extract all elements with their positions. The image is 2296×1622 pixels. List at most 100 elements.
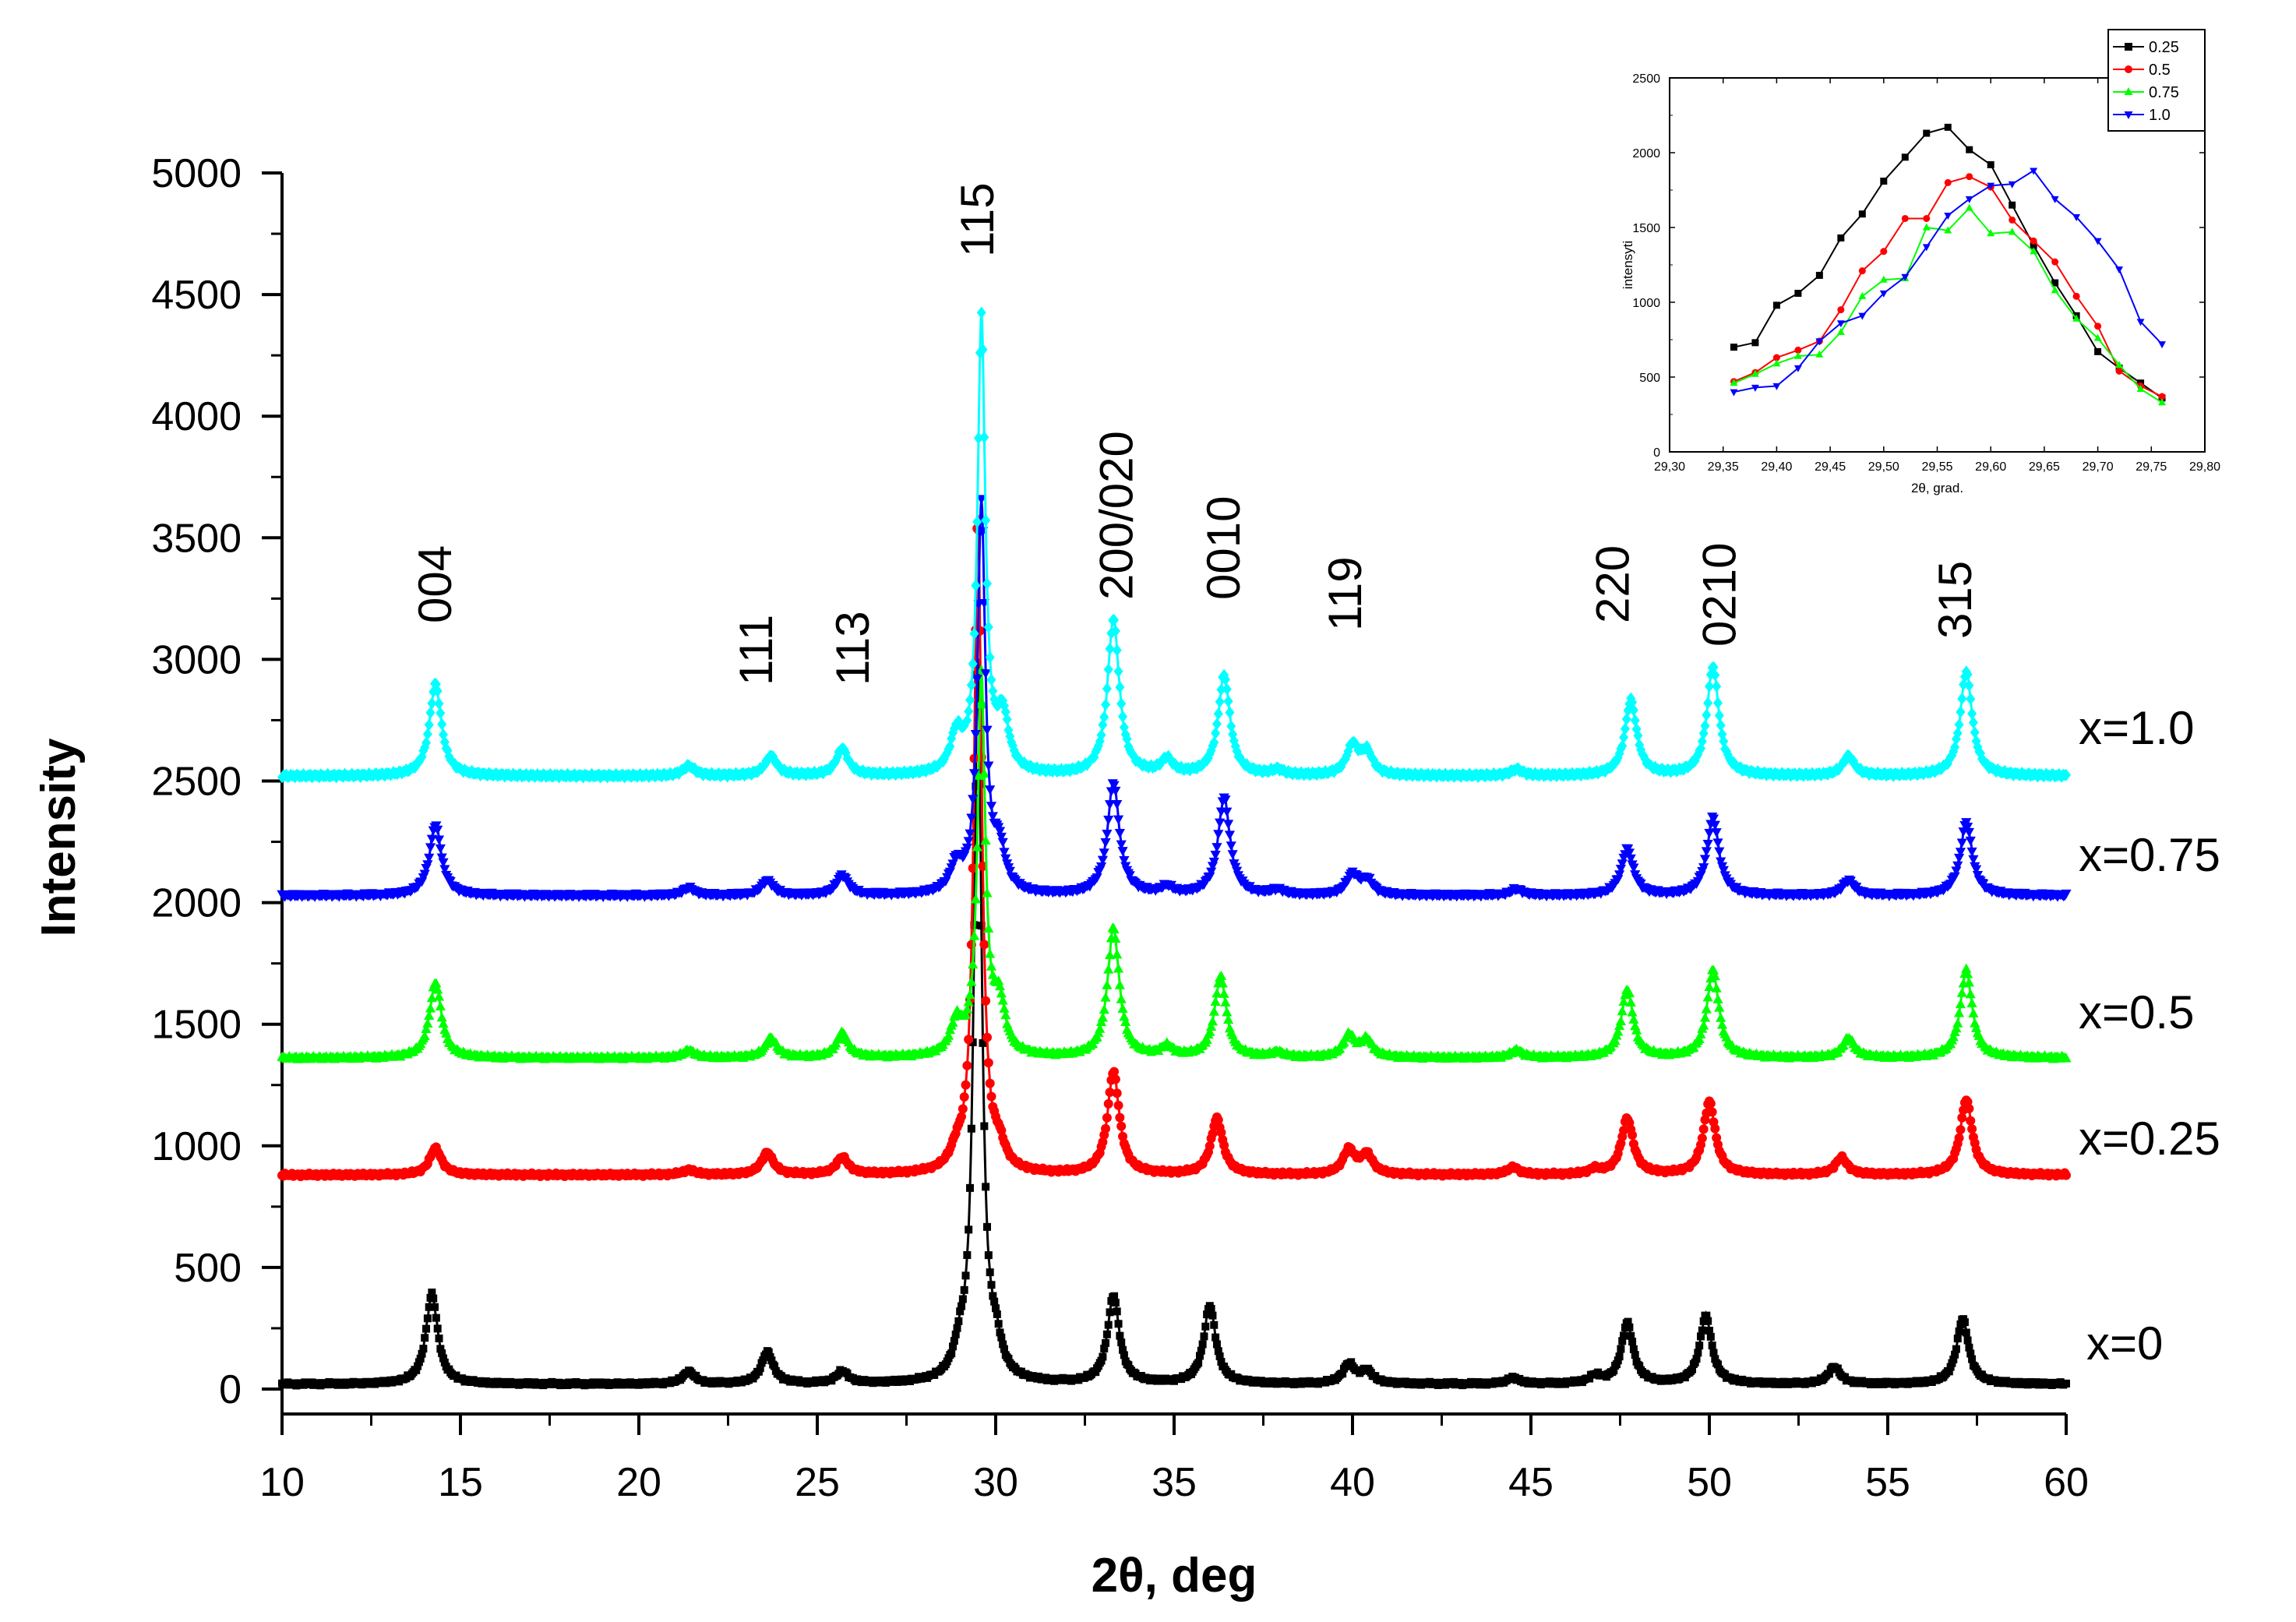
inset-series-0.25	[1730, 123, 2166, 402]
inset-marker	[2115, 361, 2124, 368]
inset-marker	[1730, 389, 1738, 397]
main-axes	[262, 171, 2068, 1435]
inset-marker	[1879, 275, 1888, 283]
peak-label: 004	[409, 545, 461, 623]
peak-label: 119	[1319, 556, 1371, 631]
inset-y-tick-label: 500	[1639, 372, 1660, 385]
inset-marker	[2009, 216, 2016, 224]
inset-marker	[1837, 234, 1845, 242]
y-tick-label: 500	[174, 1246, 242, 1291]
series-label: x=0.75	[2079, 829, 2220, 881]
x-tick-label: 35	[1152, 1460, 1197, 1505]
inset-x-tick-label: 29,60	[1975, 460, 2006, 474]
inset-marker	[2030, 237, 2037, 245]
inset-marker	[1858, 291, 1867, 299]
inset-marker	[2008, 181, 2016, 189]
peak-label: 220	[1586, 545, 1638, 623]
series-label: x=0	[2086, 1317, 2163, 1370]
x-tick-label: 60	[2044, 1460, 2089, 1505]
inset-marker	[1880, 177, 1888, 185]
inset-marker	[1836, 328, 1845, 335]
y-tick-label: 0	[219, 1367, 242, 1412]
inset-y-tick-label: 1000	[1632, 297, 1660, 310]
inset-y-tick-label: 0	[1653, 446, 1660, 460]
inset-marker	[1730, 379, 1738, 386]
inset-marker	[2136, 319, 2145, 326]
inset-series-1.0	[1730, 167, 2166, 397]
inset-marker	[1751, 384, 1759, 392]
inset-marker	[1901, 214, 1909, 222]
series-label: x=0.25	[2079, 1112, 2220, 1165]
y-tick-label: 2500	[151, 760, 242, 805]
inset-marker	[1944, 123, 1952, 131]
inset-marker	[1730, 344, 1737, 351]
inset-marker	[2094, 347, 2102, 355]
inset-marker	[1815, 271, 1823, 279]
legend-marker	[2125, 65, 2132, 73]
peak-label: 0010	[1197, 496, 1250, 600]
legend-label: 0.75	[2149, 84, 2179, 101]
peak-label: 111	[730, 615, 782, 686]
y-tick-label: 4000	[151, 394, 242, 439]
y-tick-label: 1000	[151, 1124, 242, 1169]
inset-marker	[1879, 290, 1888, 298]
series-x=0.5	[277, 665, 2072, 1063]
y-tick-label: 4500	[151, 273, 242, 318]
inset-series-0.75	[1730, 203, 2166, 406]
inset-marker	[2158, 341, 2166, 349]
inset-x-tick-label: 29,45	[1815, 460, 1846, 474]
y-tick-label: 2000	[151, 881, 242, 926]
inset-marker	[2093, 238, 2102, 245]
y-tick-label: 5000	[151, 151, 242, 196]
x-tick-label: 40	[1330, 1460, 1375, 1505]
inset-x-tick-label: 29,80	[2189, 460, 2220, 474]
inset-marker	[1794, 289, 1802, 297]
peak-label: 113	[827, 611, 879, 686]
x-tick-label: 10	[259, 1460, 305, 1505]
y-tick-label: 1500	[151, 1003, 242, 1048]
y-axis-title: Intensity	[32, 738, 86, 936]
series-x=0.75	[277, 495, 2072, 903]
inset-marker	[2051, 258, 2059, 266]
inset-marker	[1987, 160, 1994, 168]
inset-marker	[1793, 365, 1802, 372]
inset-marker	[1922, 223, 1931, 231]
legend-label: 0.25	[2149, 39, 2179, 56]
inset-marker	[2008, 227, 2016, 235]
inset-marker	[1987, 229, 1995, 237]
inset-marker	[2093, 333, 2102, 341]
inset-marker	[2072, 292, 2080, 300]
inset-marker	[1987, 182, 1995, 190]
series-label: x=0.5	[2079, 986, 2194, 1038]
inset-x-tick-label: 29,65	[2029, 460, 2060, 474]
inset-marker	[1751, 339, 1759, 347]
x-tick-label: 25	[795, 1460, 840, 1505]
inset-marker	[1793, 351, 1802, 359]
inset-marker	[2051, 279, 2059, 287]
inset-marker	[1772, 359, 1781, 367]
inset-marker	[1772, 383, 1781, 390]
inset-marker	[1836, 320, 1845, 328]
inset-marker	[2158, 398, 2166, 406]
inset-marker	[1944, 178, 1952, 186]
inset-y-tick-label: 2500	[1632, 72, 1660, 86]
inset-x-tick-label: 29,35	[1708, 460, 1739, 474]
y-tick-label: 3000	[151, 637, 242, 682]
inset-x-tick-label: 29,70	[2083, 460, 2114, 474]
inset-marker	[2115, 367, 2123, 375]
inset-marker	[1923, 214, 1931, 222]
inset-marker	[1815, 350, 1824, 358]
inset-x-tick-label: 29,50	[1868, 460, 1899, 474]
inset-marker	[1837, 306, 1845, 314]
inset-marker	[2051, 286, 2059, 294]
inset-marker	[1923, 129, 1931, 137]
legend-marker	[2124, 111, 2133, 119]
x-tick-label: 15	[438, 1460, 483, 1505]
x-tick-label: 50	[1687, 1460, 1732, 1505]
inset-x-tick-label: 29,75	[2136, 460, 2167, 474]
inset-x-tick-label: 29,30	[1654, 460, 1685, 474]
legend-label: 0.5	[2149, 62, 2171, 79]
x-axis-title: 2θ, deg	[1092, 1549, 1257, 1603]
inset-marker	[1858, 312, 1867, 320]
